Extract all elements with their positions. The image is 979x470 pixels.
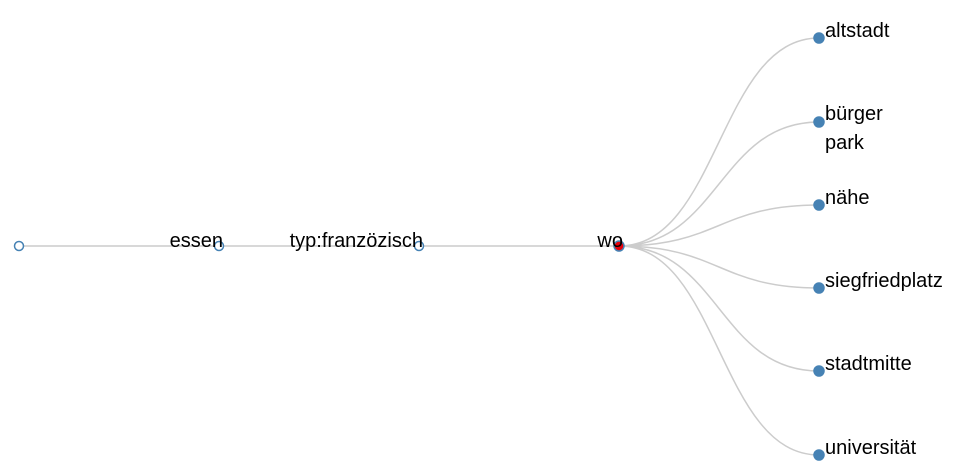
node-label-buergerpark: bürger park bbox=[825, 103, 883, 154]
tree-node-stadtmitte[interactable]: stadtmitte bbox=[813, 353, 912, 377]
node-circle-siegfriedplatz[interactable] bbox=[813, 282, 825, 294]
tree-node-buergerpark[interactable]: bürger park bbox=[813, 103, 883, 154]
node-label-stadtmitte: stadtmitte bbox=[825, 353, 912, 375]
tree-node-altstadt[interactable]: altstadt bbox=[813, 20, 890, 44]
tree-node-root[interactable] bbox=[13, 240, 25, 252]
node-label-line: park bbox=[825, 132, 865, 154]
tree-node-essen[interactable]: essen bbox=[170, 230, 225, 252]
link-wo-to-buergerpark bbox=[618, 121, 820, 247]
tree-links bbox=[18, 37, 820, 456]
node-circle-universitaet[interactable] bbox=[813, 449, 825, 461]
node-circle-buergerpark[interactable] bbox=[813, 116, 825, 128]
link-wo-to-stadtmitte bbox=[618, 245, 820, 372]
node-circle-naehe[interactable] bbox=[813, 199, 825, 211]
node-circle-stadtmitte[interactable] bbox=[813, 365, 825, 377]
node-label-universitaet: universität bbox=[825, 437, 917, 459]
node-label-siegfriedplatz: siegfriedplatz bbox=[825, 270, 943, 292]
link-wo-to-universitaet bbox=[618, 245, 820, 456]
node-label-essen: essen bbox=[170, 230, 223, 252]
tree-nodes: essen typ:franzözisch wo altstadt bürger park… bbox=[13, 20, 943, 461]
link-wo-to-naehe bbox=[618, 204, 820, 247]
node-label-wo: wo bbox=[596, 230, 623, 252]
node-circle-root[interactable] bbox=[13, 240, 25, 252]
node-label-line: bürger bbox=[825, 103, 883, 125]
node-circle-typ[interactable] bbox=[413, 240, 425, 252]
node-circle-wo[interactable] bbox=[613, 240, 625, 252]
node-circle-essen[interactable] bbox=[213, 240, 225, 252]
tree-node-universitaet[interactable]: universität bbox=[813, 437, 917, 461]
tree-node-wo[interactable]: wo bbox=[596, 230, 625, 252]
link-wo-to-siegfriedplatz bbox=[618, 245, 820, 289]
node-label-altstadt: altstadt bbox=[825, 20, 890, 42]
link-wo-to-altstadt bbox=[618, 37, 820, 247]
node-label-typ: typ:franzözisch bbox=[290, 230, 423, 252]
node-circle-altstadt[interactable] bbox=[813, 32, 825, 44]
tree-node-typ[interactable]: typ:franzözisch bbox=[290, 230, 425, 252]
node-label-naehe: nähe bbox=[825, 187, 870, 209]
tree-node-naehe[interactable]: nähe bbox=[813, 187, 870, 211]
tree-node-siegfriedplatz[interactable]: siegfriedplatz bbox=[813, 270, 943, 294]
